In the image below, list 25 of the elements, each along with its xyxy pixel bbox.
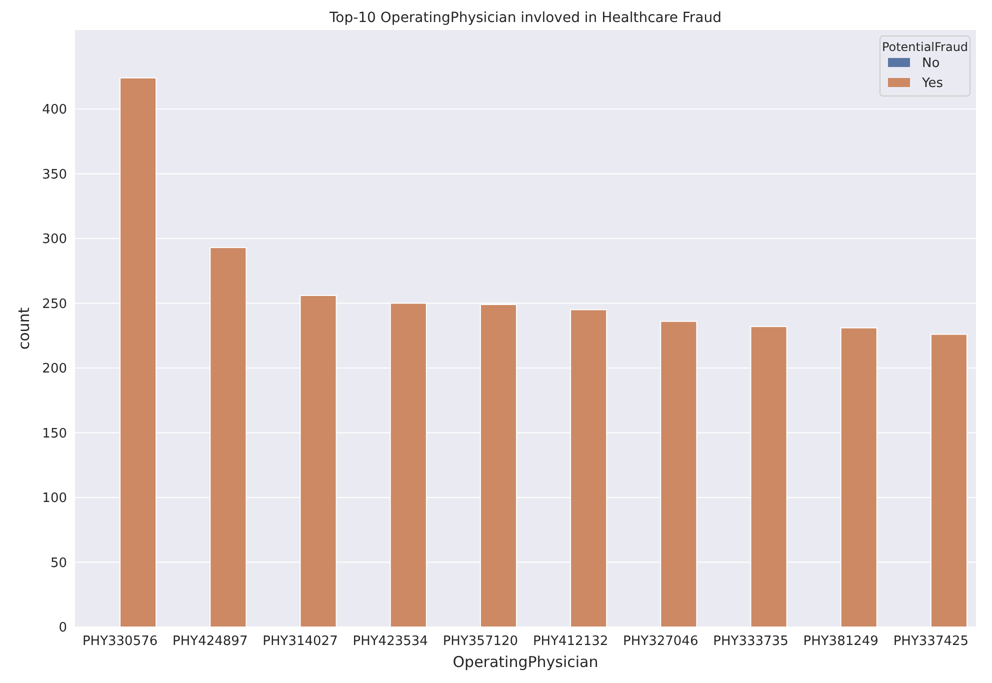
x-tick-label: PHY337425 (893, 634, 969, 649)
y-tick-label: 300 (42, 232, 67, 248)
chart-title: Top-10 OperatingPhysician invloved in Healthcare Fraud (328, 10, 722, 26)
x-tick-label: PHY423534 (352, 634, 428, 649)
legend-label: Yes (921, 76, 944, 91)
legend-title: PotentialFraud (882, 40, 968, 54)
y-tick-label: 400 (42, 102, 67, 118)
y-tick-label: 0 (58, 620, 67, 636)
y-tick-label: 200 (42, 362, 67, 377)
y-axis-title: count (15, 307, 33, 350)
y-tick-label: 350 (42, 167, 67, 182)
x-tick-label: PHY357120 (442, 634, 518, 649)
y-tick-label: 150 (42, 426, 67, 442)
y-tick-label: 250 (42, 296, 67, 312)
x-tick-label: PHY327046 (623, 634, 698, 649)
x-tick-label: PHY381249 (803, 634, 878, 649)
x-axis-title: OperatingPhysician (452, 653, 598, 671)
x-tick-label: PHY330576 (82, 634, 158, 649)
x-tick-label: PHY424897 (172, 634, 248, 649)
legend-label: No (922, 56, 940, 71)
y-tick-label: 100 (42, 491, 67, 506)
x-tick-label: PHY412132 (532, 634, 608, 649)
x-tick-label: PHY333735 (713, 634, 788, 649)
y-tick-label: 50 (50, 556, 67, 571)
x-tick-label: PHY314027 (262, 634, 338, 649)
